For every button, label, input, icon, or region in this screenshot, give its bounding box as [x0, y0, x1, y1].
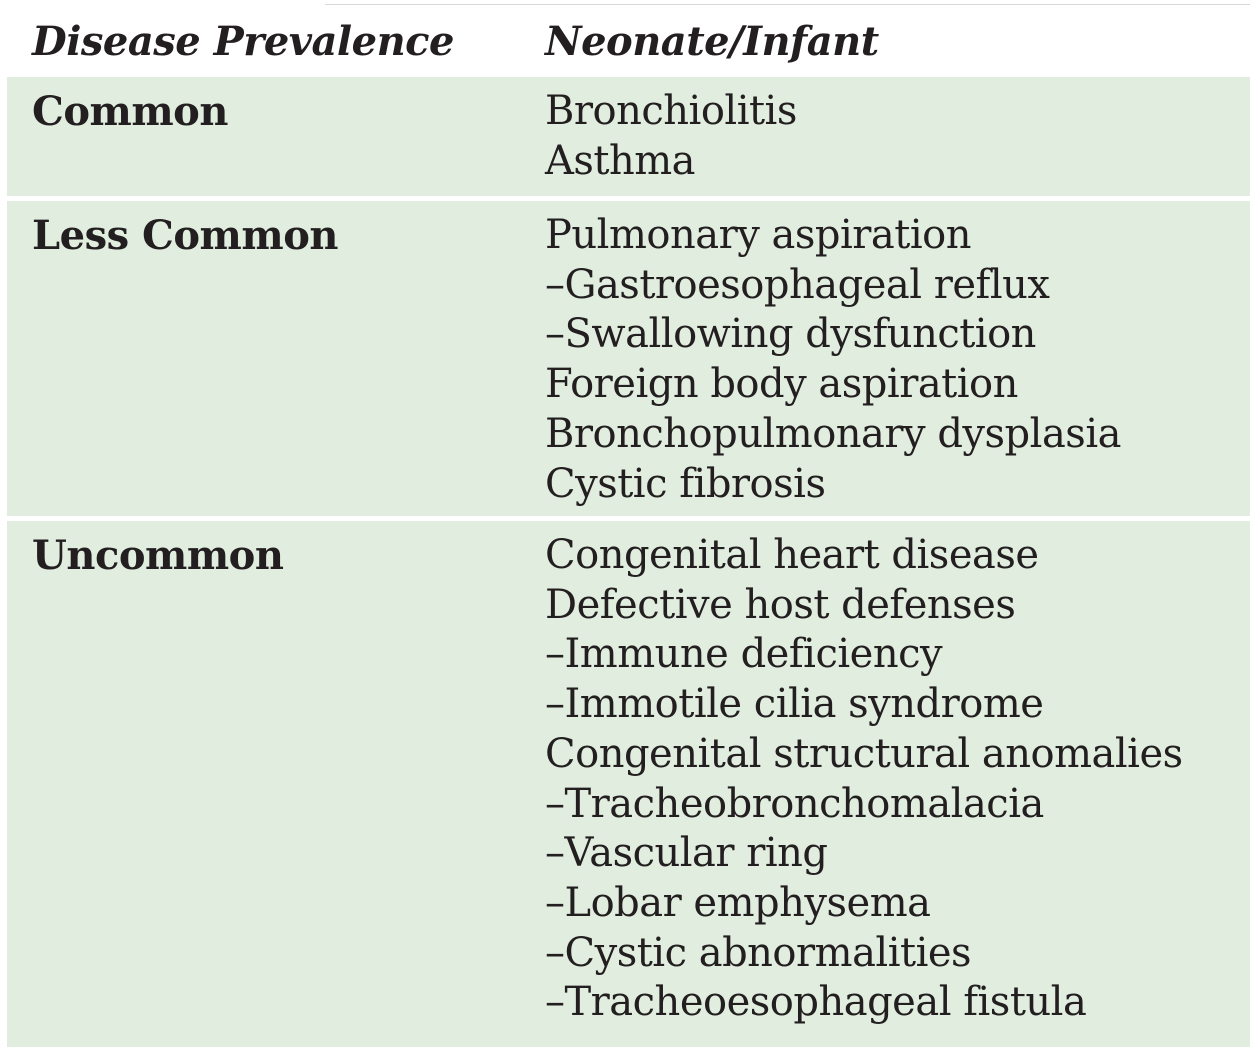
- condition-item: –Vascular ring: [545, 830, 828, 877]
- condition-item: –Lobar emphysema: [545, 879, 931, 926]
- condition-item: –Cystic abnormalities: [545, 929, 972, 976]
- condition-item: Congenital structural anomalies: [545, 730, 1183, 777]
- condition-list: Congenital heart disease Defective host …: [545, 531, 1183, 1028]
- prevalence-label: Common: [32, 88, 228, 135]
- condition-item: –Tracheobronchomalacia: [545, 780, 1044, 827]
- condition-item: Defective host defenses: [545, 581, 1016, 628]
- condition-item: Asthma: [545, 137, 696, 184]
- condition-item: Congenital heart disease: [545, 532, 1039, 578]
- table-header: Disease Prevalence Neonate/Infant: [0, 0, 1250, 76]
- condition-item: Bronchopulmonary dysplasia: [545, 410, 1121, 457]
- header-disease-prevalence: Disease Prevalence: [32, 18, 454, 65]
- condition-item: Cystic fibrosis: [545, 460, 826, 507]
- condition-item: –Gastroesophageal reflux: [545, 261, 1050, 308]
- condition-item: Pulmonary aspiration: [545, 212, 971, 258]
- condition-item: –Immotile cilia syndrome: [545, 681, 1044, 728]
- table-row-less-common: Less Common Pulmonary aspiration –Gastro…: [7, 201, 1250, 516]
- condition-list: Pulmonary aspiration –Gastroesophageal r…: [545, 211, 1121, 509]
- header-neonate-infant: Neonate/Infant: [545, 18, 879, 65]
- top-rule: [325, 4, 1250, 5]
- condition-item: Bronchiolitis: [545, 88, 797, 134]
- condition-item: Foreign body aspiration: [545, 361, 1018, 408]
- condition-item: –Swallowing dysfunction: [545, 311, 1036, 358]
- prevalence-label: Less Common: [32, 212, 338, 259]
- condition-list: Bronchiolitis Asthma: [545, 87, 797, 186]
- condition-item: –Tracheoesophageal fistula: [545, 979, 1087, 1026]
- table-row-common: Common Bronchiolitis Asthma: [7, 77, 1250, 196]
- table-row-uncommon: Uncommon Congenital heart disease Defect…: [7, 521, 1250, 1047]
- condition-item: –Immune deficiency: [545, 631, 943, 678]
- prevalence-label: Uncommon: [32, 532, 284, 579]
